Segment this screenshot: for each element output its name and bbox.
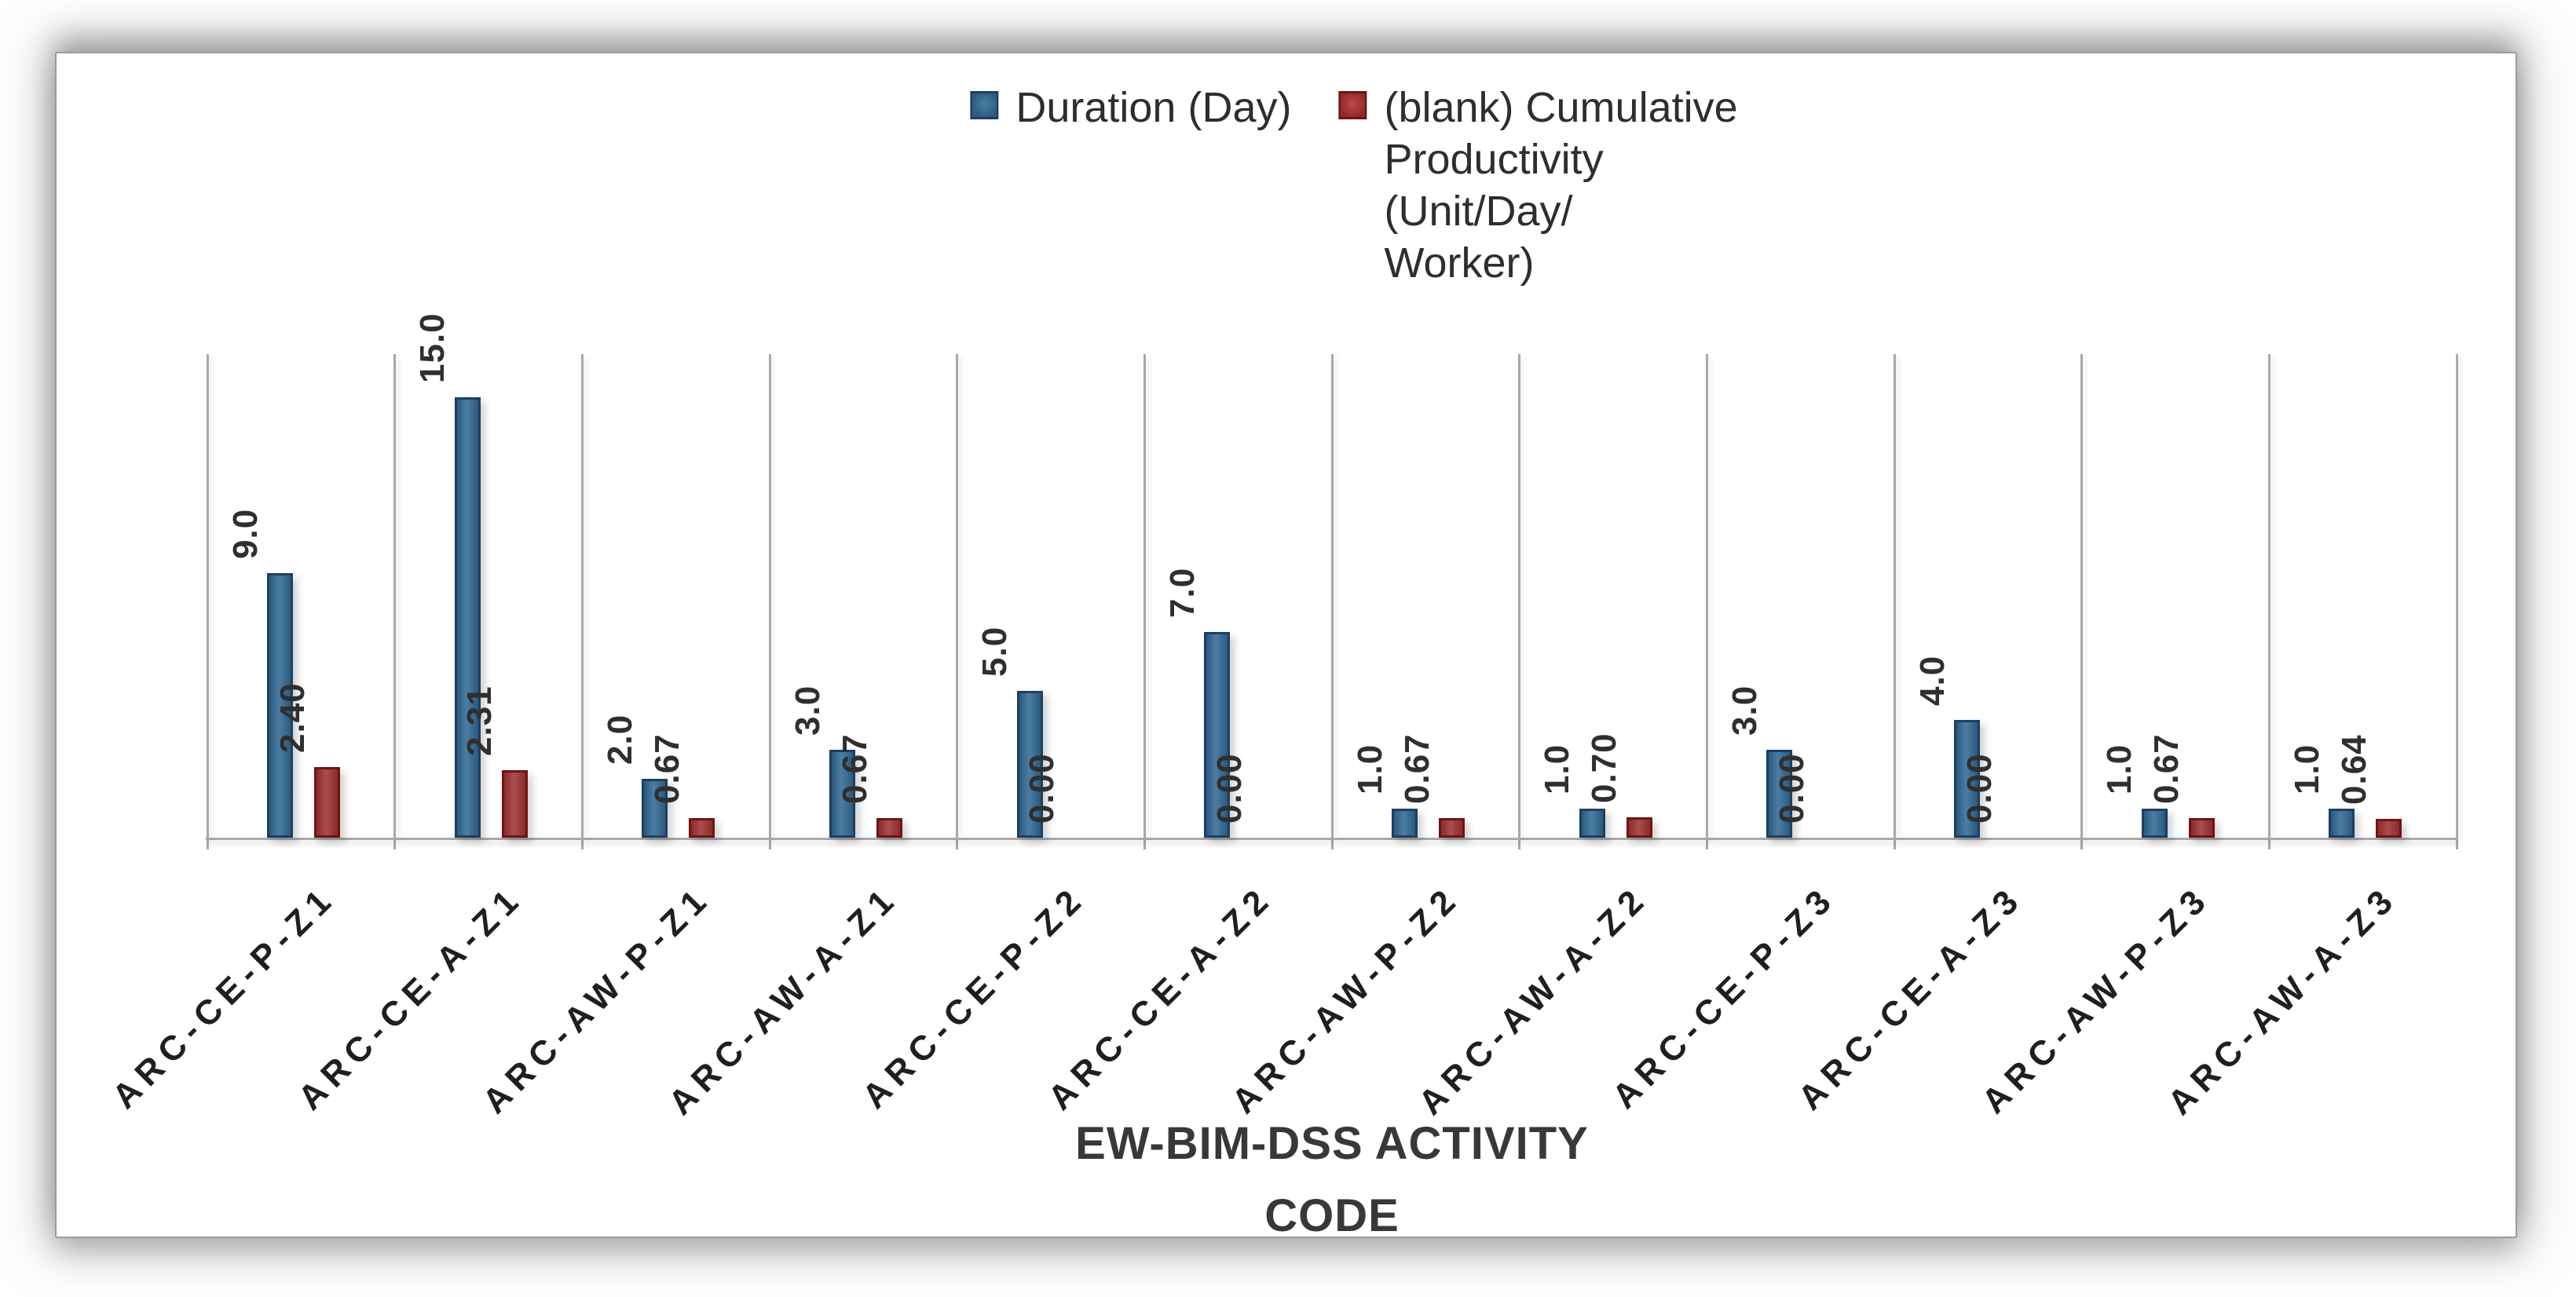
category-gridline — [768, 354, 771, 838]
duration-value-text: 1.0 — [2287, 743, 2326, 795]
category-gridline — [2080, 354, 2084, 838]
x-axis-tick — [393, 840, 397, 849]
legend-label-productivity: (blank) Cumulative Productivity (Unit/Da… — [1384, 84, 1738, 287]
productivity-value-text: 0.00 — [1772, 753, 1811, 824]
duration-bar — [2141, 809, 2168, 838]
x-axis-tick — [2080, 840, 2084, 849]
productivity-value-text: 0.00 — [1023, 753, 1062, 824]
duration-bar — [1954, 720, 1980, 838]
x-axis-title: EW-BIM-DSS ACTIVITY CODE — [1075, 1118, 1589, 1241]
productivity-value-text: 0.00 — [1959, 753, 1999, 824]
productivity-value-text: 2.40 — [273, 682, 312, 753]
x-axis-tick — [2267, 840, 2270, 849]
category-gridline — [1143, 354, 1146, 838]
x-axis-tick — [768, 840, 771, 849]
category-gridline — [956, 354, 959, 838]
duration-bar — [454, 397, 481, 838]
productivity-bar — [1439, 818, 1465, 838]
duration-value-text: 1.0 — [1538, 743, 1577, 795]
duration-bar — [2329, 809, 2355, 838]
duration-value-text: 3.0 — [788, 685, 827, 736]
chart-panel: Duration (Day) (blank) Cumulative Produc… — [55, 52, 2517, 1241]
duration-bar — [642, 779, 668, 838]
productivity-bar — [876, 818, 902, 838]
productivity-value-text: 0.00 — [1209, 753, 1249, 824]
category-gridline — [1893, 354, 1896, 838]
productivity-value-text: 2.31 — [460, 685, 499, 756]
productivity-bar — [689, 818, 715, 838]
category-gridline — [1705, 354, 1708, 838]
x-axis-tick — [1143, 840, 1146, 849]
category-gridline — [2455, 354, 2458, 838]
duration-bar — [1579, 809, 1605, 838]
productivity-bar — [501, 770, 528, 838]
productivity-series-swatch-icon — [1338, 91, 1367, 119]
productivity-value-text: 0.67 — [1397, 733, 1436, 804]
duration-value-text: 3.0 — [1725, 685, 1764, 736]
productivity-value-text: 0.64 — [2334, 734, 2373, 805]
duration-value-text: 1.0 — [2100, 743, 2139, 795]
x-axis-tick — [1330, 840, 1334, 849]
productivity-bar — [314, 767, 340, 838]
category-gridline — [1518, 354, 1521, 838]
x-axis-tick — [580, 840, 584, 849]
duration-bar — [829, 750, 855, 838]
x-axis-line — [206, 838, 2458, 840]
duration-bar — [267, 573, 293, 838]
chart-area: 9.0 2.40 ARC-CE-P-Z1 15.0 2.31 ARC-CE-A-Z1 2.0… — [57, 53, 2516, 1237]
x-axis-tick — [1518, 840, 1521, 849]
duration-series-swatch-icon — [970, 91, 999, 119]
duration-value-text: 4.0 — [1912, 655, 1952, 706]
duration-bar — [1016, 691, 1043, 838]
legend-item-productivity: (blank) Cumulative Productivity (Unit/Da… — [1338, 82, 1738, 289]
productivity-value-text: 0.67 — [2147, 733, 2186, 804]
duration-value-text: 5.0 — [975, 626, 1015, 677]
x-axis-tick — [2455, 840, 2458, 849]
duration-bar — [1766, 750, 1793, 838]
productivity-bar — [1626, 817, 1652, 838]
category-gridline — [393, 354, 397, 838]
duration-value-text: 9.0 — [225, 508, 265, 559]
duration-value-text: 2.0 — [600, 714, 639, 765]
x-axis-tick — [956, 840, 959, 849]
category-gridline — [580, 354, 584, 838]
productivity-bar — [2188, 818, 2215, 838]
category-gridline — [206, 354, 209, 838]
productivity-value-text: 0.67 — [835, 733, 874, 804]
duration-bar — [1204, 632, 1231, 838]
duration-value-text: 1.0 — [1350, 743, 1389, 795]
category-gridline — [2267, 354, 2270, 838]
productivity-value-text: 0.67 — [647, 733, 686, 804]
category-gridline — [1330, 354, 1334, 838]
x-axis-tick — [1893, 840, 1896, 849]
legend-label-duration: Duration (Day) — [1015, 84, 1292, 131]
duration-value-text: 7.0 — [1162, 567, 1202, 618]
legend-item-duration: Duration (Day) — [970, 82, 1291, 133]
x-axis-tick — [1705, 840, 1708, 849]
duration-value-text: 15.0 — [413, 312, 452, 383]
productivity-value-text: 0.70 — [1585, 733, 1624, 803]
x-axis-tick — [206, 840, 209, 849]
productivity-bar — [2376, 819, 2402, 838]
legend: Duration (Day) (blank) Cumulative Produc… — [970, 82, 1738, 289]
duration-bar — [1392, 809, 1418, 838]
